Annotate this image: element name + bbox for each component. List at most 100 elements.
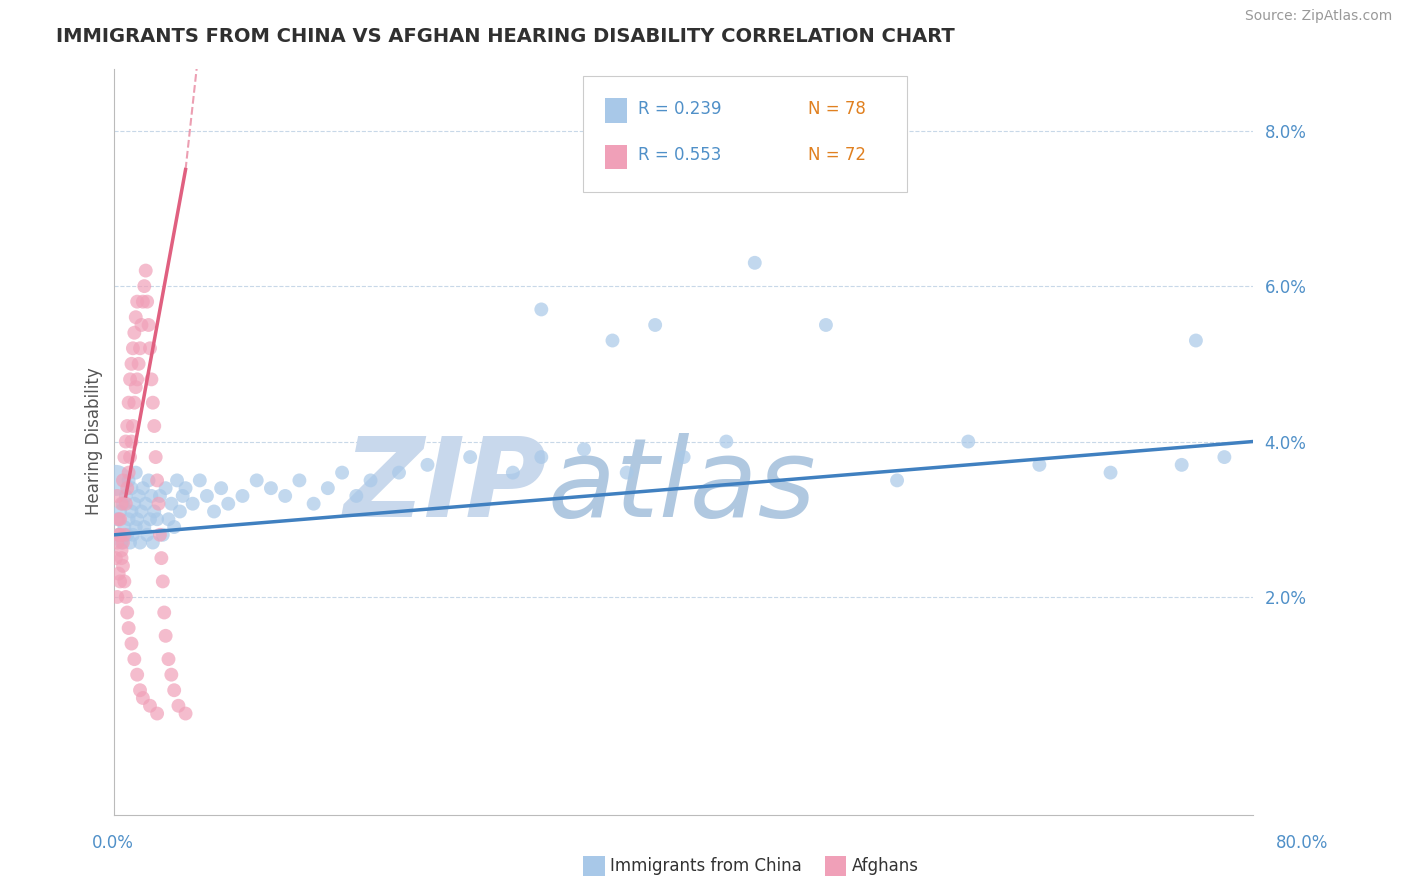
Point bbox=[458, 450, 481, 464]
Point bbox=[121, 357, 143, 371]
Point bbox=[139, 512, 162, 526]
Point bbox=[1213, 450, 1236, 464]
Point bbox=[217, 497, 239, 511]
Point bbox=[112, 574, 135, 589]
Point bbox=[122, 528, 145, 542]
Point bbox=[125, 310, 148, 325]
Point bbox=[302, 497, 325, 511]
Point bbox=[138, 474, 160, 488]
Point bbox=[108, 528, 131, 542]
Point bbox=[115, 528, 138, 542]
Point bbox=[115, 481, 138, 495]
Point bbox=[231, 489, 253, 503]
Point bbox=[288, 474, 311, 488]
Point bbox=[166, 474, 188, 488]
Point bbox=[146, 512, 169, 526]
Point bbox=[1028, 458, 1050, 472]
Point bbox=[121, 504, 143, 518]
Point bbox=[145, 450, 167, 464]
Point bbox=[344, 489, 367, 503]
Point bbox=[112, 528, 135, 542]
Point bbox=[124, 326, 146, 340]
Point bbox=[136, 528, 159, 542]
Point bbox=[886, 474, 908, 488]
Text: 80.0%: 80.0% bbox=[1277, 834, 1329, 852]
Point bbox=[127, 294, 149, 309]
Point bbox=[152, 528, 174, 542]
Point bbox=[105, 489, 128, 503]
Point bbox=[114, 590, 136, 604]
Point bbox=[149, 528, 172, 542]
Point bbox=[1099, 466, 1122, 480]
Point bbox=[107, 566, 129, 581]
Point bbox=[602, 334, 624, 348]
Point bbox=[132, 294, 155, 309]
Point bbox=[110, 543, 132, 558]
Point bbox=[360, 474, 382, 488]
Point bbox=[246, 474, 269, 488]
Text: IMMIGRANTS FROM CHINA VS AFGHAN HEARING DISABILITY CORRELATION CHART: IMMIGRANTS FROM CHINA VS AFGHAN HEARING … bbox=[56, 27, 955, 45]
Point bbox=[111, 474, 134, 488]
Point bbox=[136, 294, 159, 309]
Text: R = 0.239: R = 0.239 bbox=[638, 100, 721, 118]
Point bbox=[260, 481, 283, 495]
Point bbox=[163, 683, 186, 698]
Point bbox=[957, 434, 980, 449]
Point bbox=[502, 466, 524, 480]
Point bbox=[416, 458, 439, 472]
Point bbox=[117, 621, 139, 635]
Point bbox=[134, 279, 156, 293]
Point bbox=[122, 419, 145, 434]
Point bbox=[330, 466, 353, 480]
Point bbox=[117, 466, 139, 480]
Text: 0.0%: 0.0% bbox=[91, 834, 134, 852]
Point bbox=[124, 652, 146, 666]
Point bbox=[135, 263, 157, 277]
Point bbox=[202, 504, 225, 518]
Point bbox=[110, 497, 132, 511]
Point bbox=[125, 466, 148, 480]
Point bbox=[149, 489, 172, 503]
Point bbox=[108, 504, 131, 518]
Point bbox=[188, 474, 211, 488]
Point bbox=[167, 698, 190, 713]
Point bbox=[150, 551, 173, 566]
Text: ZIP: ZIP bbox=[343, 433, 547, 540]
Point bbox=[105, 535, 128, 549]
Point bbox=[127, 667, 149, 681]
Text: Immigrants from China: Immigrants from China bbox=[610, 857, 801, 875]
Point bbox=[110, 535, 132, 549]
Point bbox=[120, 372, 142, 386]
Point bbox=[121, 637, 143, 651]
Point bbox=[148, 497, 170, 511]
Point bbox=[157, 512, 180, 526]
Point bbox=[131, 504, 153, 518]
Point bbox=[1170, 458, 1192, 472]
Point bbox=[128, 489, 150, 503]
Point bbox=[108, 574, 131, 589]
Point bbox=[146, 706, 169, 721]
Point bbox=[155, 481, 177, 495]
Point bbox=[107, 528, 129, 542]
Y-axis label: Hearing Disability: Hearing Disability bbox=[86, 368, 103, 516]
Point bbox=[181, 497, 204, 511]
Text: atlas: atlas bbox=[547, 433, 815, 540]
Point bbox=[129, 535, 152, 549]
Point bbox=[124, 497, 146, 511]
Point bbox=[125, 380, 148, 394]
Point bbox=[174, 481, 197, 495]
Point bbox=[316, 481, 339, 495]
Point bbox=[117, 512, 139, 526]
Point bbox=[127, 512, 149, 526]
Point bbox=[121, 434, 143, 449]
Point bbox=[141, 489, 163, 503]
Point bbox=[169, 504, 191, 518]
Point bbox=[572, 442, 595, 457]
Point bbox=[153, 606, 176, 620]
Point bbox=[160, 497, 183, 511]
Text: N = 78: N = 78 bbox=[808, 100, 866, 118]
Point bbox=[135, 497, 157, 511]
Point bbox=[143, 504, 166, 518]
Point bbox=[125, 520, 148, 534]
Text: Source: ZipAtlas.com: Source: ZipAtlas.com bbox=[1244, 9, 1392, 23]
